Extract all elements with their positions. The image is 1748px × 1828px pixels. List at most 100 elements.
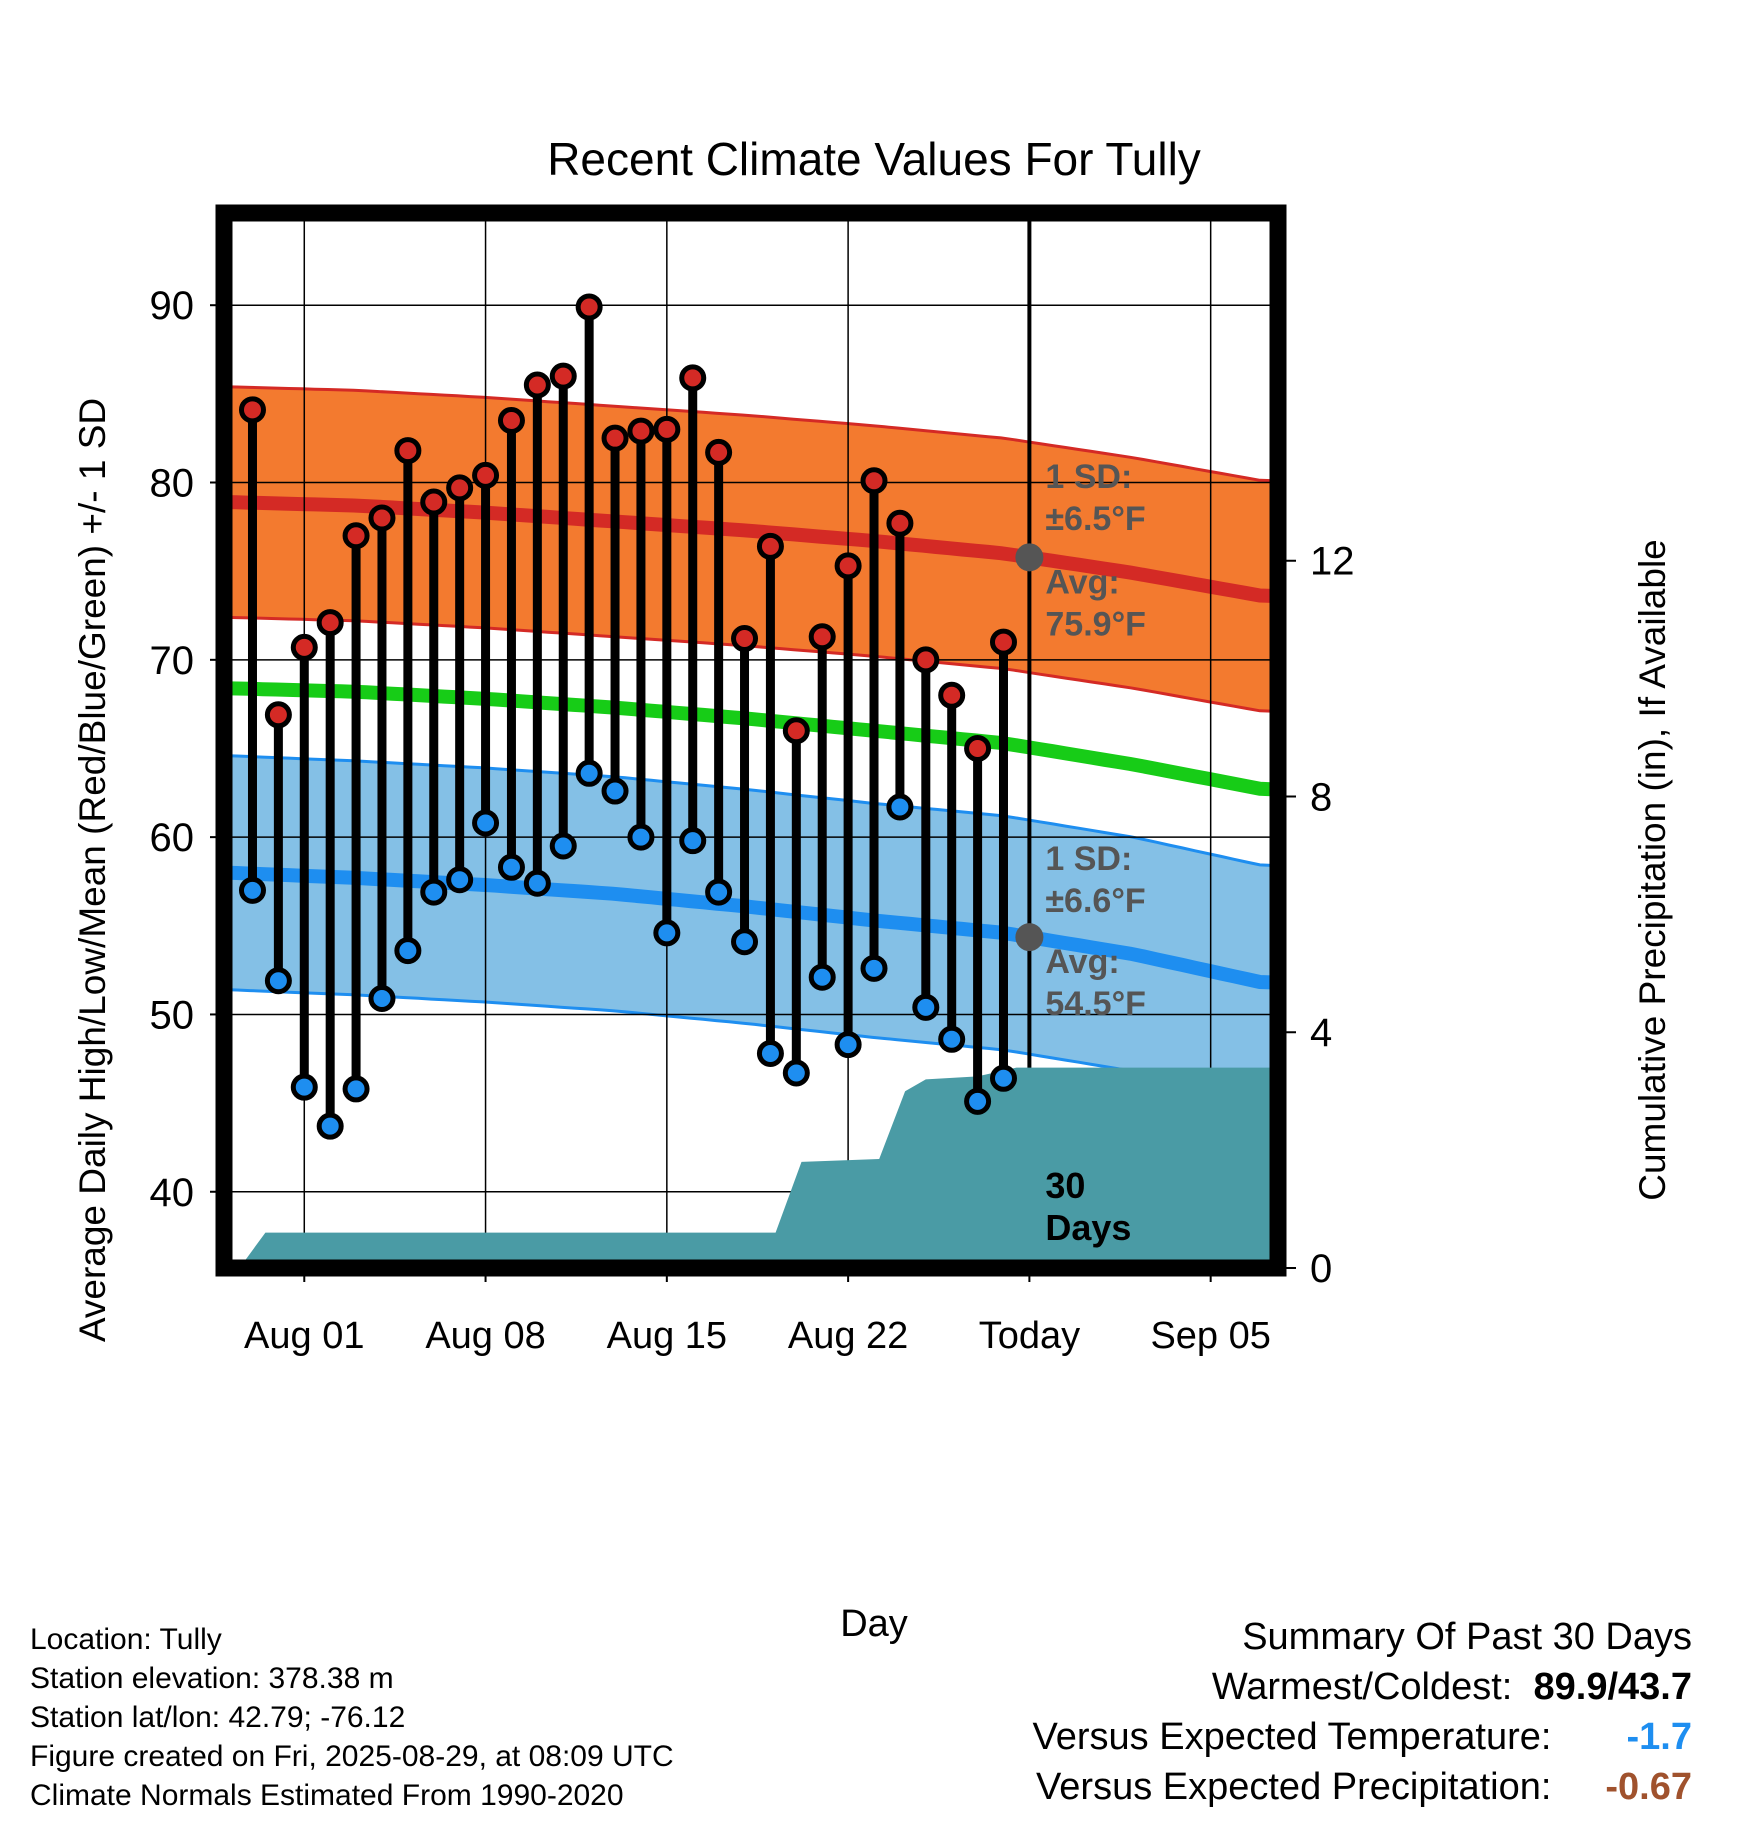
daily-high-point — [342, 522, 370, 550]
high-sd-upper-line — [224, 385, 1273, 483]
daily-low-point — [756, 1039, 784, 1067]
daily-low-point — [964, 1087, 992, 1115]
daily-low-point — [860, 954, 888, 982]
daily-high-point — [886, 509, 914, 537]
daily-high-point — [601, 424, 629, 452]
low-sd-label: 1 SD: — [1045, 840, 1132, 878]
high-sd-value: ±6.5°F — [1045, 500, 1145, 538]
y-tick-label: 80 — [150, 462, 195, 506]
latlon-text: Station lat/lon: 42.79; -76.12 — [30, 1701, 406, 1734]
created-text: Figure created on Fri, 2025-08-29, at 08… — [30, 1740, 674, 1773]
daily-low-point — [627, 823, 655, 851]
y-tick-label: 90 — [150, 284, 195, 328]
days-count-label: 30 — [1045, 1165, 1085, 1206]
daily-high-point — [549, 362, 577, 390]
daily-low-point — [834, 1031, 862, 1059]
temp-row: Versus Expected Temperature: -1.7 — [1033, 1712, 1692, 1762]
y-tick-label: 40 — [150, 1171, 195, 1215]
y2-axis-label: Cumulative Precipitation (in), If Availa… — [1632, 539, 1673, 1201]
daily-high-point — [989, 628, 1017, 656]
precip-area — [239, 1067, 1278, 1268]
daily-high-point — [679, 364, 707, 392]
daily-low-point — [731, 928, 759, 956]
daily-low-point — [782, 1059, 810, 1087]
daily-low-point — [523, 869, 551, 897]
y-tick-label: 50 — [150, 993, 195, 1037]
y2-tick-label: 4 — [1310, 1011, 1332, 1055]
low-avg-value: 54.5°F — [1045, 985, 1146, 1023]
x-tick-label: Aug 08 — [425, 1315, 545, 1357]
daily-high-point — [756, 532, 784, 560]
station-info: Location: Tully Station elevation: 378.3… — [30, 1620, 674, 1815]
summary-panel: Summary Of Past 30 Days Warmest/Coldest:… — [1033, 1612, 1692, 1812]
daily-high-point — [420, 488, 448, 516]
x-axis-label: Day — [840, 1603, 908, 1645]
precip-row: Versus Expected Precipitation: -0.67 — [1033, 1762, 1692, 1812]
warm-cold-separator: / — [1607, 1666, 1619, 1708]
low-sd-lower-line — [224, 988, 1273, 1102]
x-tick-label: Aug 15 — [607, 1315, 727, 1357]
daily-low-point — [446, 866, 474, 894]
daily-low-point — [420, 878, 448, 906]
warm-value: 89.9 — [1533, 1666, 1608, 1708]
daily-low-point — [290, 1073, 318, 1101]
daily-low-point — [705, 878, 733, 906]
daily-high-point — [653, 415, 681, 443]
daily-low-point — [394, 937, 422, 965]
daily-high-point — [238, 396, 266, 424]
today-high-normal-point — [1015, 543, 1044, 572]
daily-high-point — [264, 701, 292, 729]
daily-low-point — [653, 919, 681, 947]
cold-value: 43.7 — [1618, 1666, 1692, 1708]
x-tick-label: Today — [979, 1315, 1080, 1357]
daily-high-point — [627, 417, 655, 445]
daily-low-point — [886, 793, 914, 821]
daily-high-point — [316, 609, 344, 637]
daily-low-point — [575, 759, 603, 787]
daily-high-point — [394, 437, 422, 465]
daily-high-point — [446, 474, 474, 502]
precip-label: Versus Expected Precipitation: — [1036, 1766, 1552, 1808]
daily-low-point — [342, 1075, 370, 1103]
daily-low-point — [316, 1112, 344, 1140]
x-tick-label: Sep 05 — [1150, 1315, 1270, 1357]
y-tick-label: 60 — [150, 816, 195, 860]
daily-low-point — [912, 993, 940, 1021]
low-avg-label: Avg: — [1045, 943, 1119, 981]
high-avg-label: Avg: — [1045, 563, 1119, 601]
today-low-normal-point — [1015, 923, 1044, 952]
daily-low-point — [238, 876, 266, 904]
daily-high-point — [523, 371, 551, 399]
high-sd-label: 1 SD: — [1045, 458, 1132, 496]
low-sd-value: ±6.6°F — [1045, 882, 1145, 920]
high-avg-line — [224, 495, 1274, 603]
elevation-text: Station elevation: 378.38 m — [30, 1662, 394, 1695]
daily-high-point — [964, 734, 992, 762]
days-word-label: Days — [1045, 1207, 1131, 1248]
daily-high-point — [290, 633, 318, 661]
y-tick-label: 70 — [150, 639, 195, 683]
daily-low-point — [472, 809, 500, 837]
chart-title: Recent Climate Values For Tully — [547, 133, 1201, 185]
daily-low-point — [938, 1025, 966, 1053]
daily-high-point — [731, 625, 759, 653]
daily-high-point — [912, 646, 940, 674]
daily-low-point — [549, 832, 577, 860]
summary-title: Summary Of Past 30 Days — [1242, 1616, 1692, 1658]
daily-low-point — [808, 963, 836, 991]
y2-tick-label: 12 — [1310, 540, 1355, 584]
daily-high-point — [575, 293, 603, 321]
daily-low-point — [601, 777, 629, 805]
high-avg-value: 75.9°F — [1045, 605, 1146, 643]
y2-tick-label: 8 — [1310, 775, 1332, 819]
daily-low-point — [264, 967, 292, 995]
daily-high-point — [808, 623, 836, 651]
precip-value: -0.67 — [1605, 1766, 1692, 1808]
daily-high-point — [472, 461, 500, 489]
daily-low-point — [679, 827, 707, 855]
daily-high-point — [368, 504, 396, 532]
daily-high-point — [834, 552, 862, 580]
location-text: Location: Tully — [30, 1623, 222, 1656]
x-tick-label: Aug 22 — [788, 1315, 908, 1357]
